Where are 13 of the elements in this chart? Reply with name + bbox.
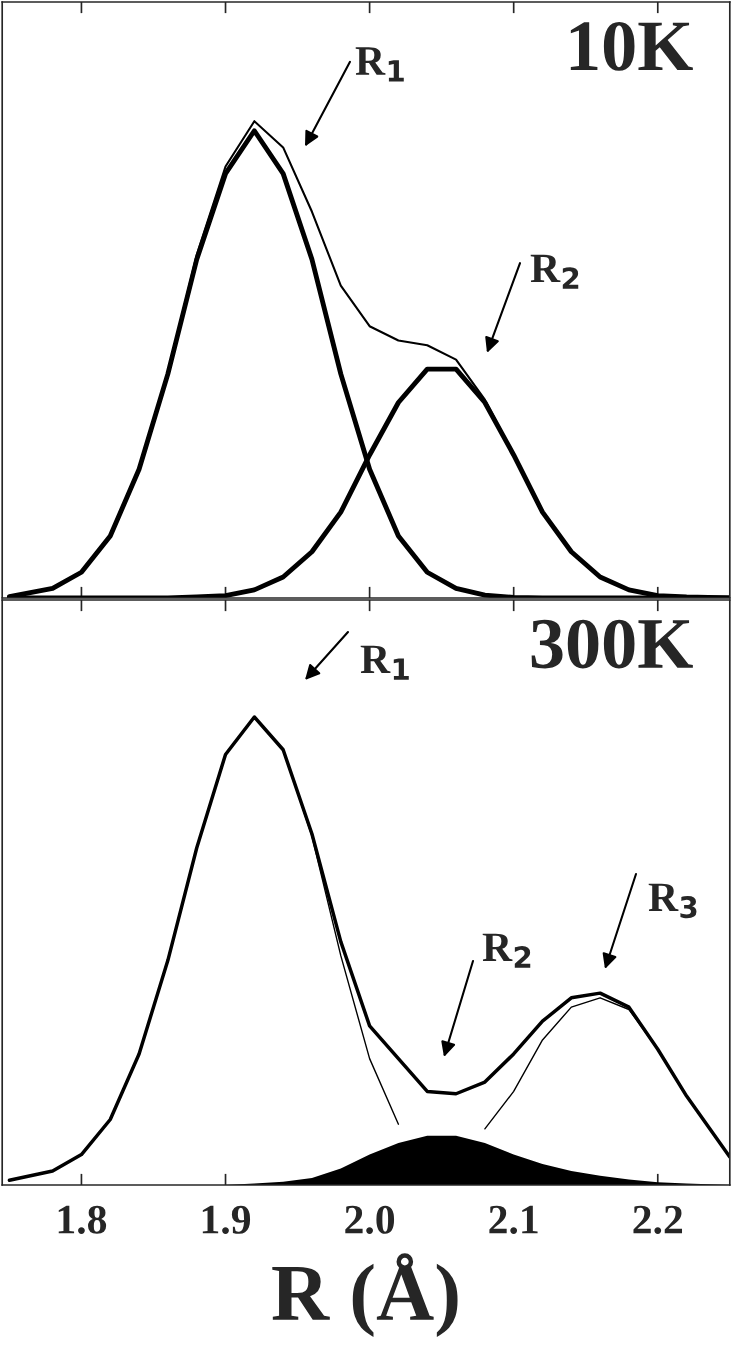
- x-tick-label: 2.0: [345, 1205, 395, 1234]
- x-tick-label: 1.9: [202, 1205, 251, 1234]
- annotation: R$_{2}$: [482, 933, 531, 968]
- x-tick-label: 2.1: [489, 1205, 538, 1234]
- x-tick-label: 1.8: [58, 1205, 107, 1234]
- x-axis-title: R (Å): [272, 1253, 458, 1337]
- annotation: R$_{3}$: [648, 883, 697, 919]
- annotation: R$_{2}$: [530, 254, 579, 289]
- chart-title: 300K: [531, 619, 693, 669]
- chart-title: 10K: [570, 21, 693, 71]
- text: R$_{1}$: [360, 645, 409, 680]
- text: R$_{1}$: [355, 47, 404, 82]
- x-tick-label: 2.2: [633, 1205, 683, 1234]
